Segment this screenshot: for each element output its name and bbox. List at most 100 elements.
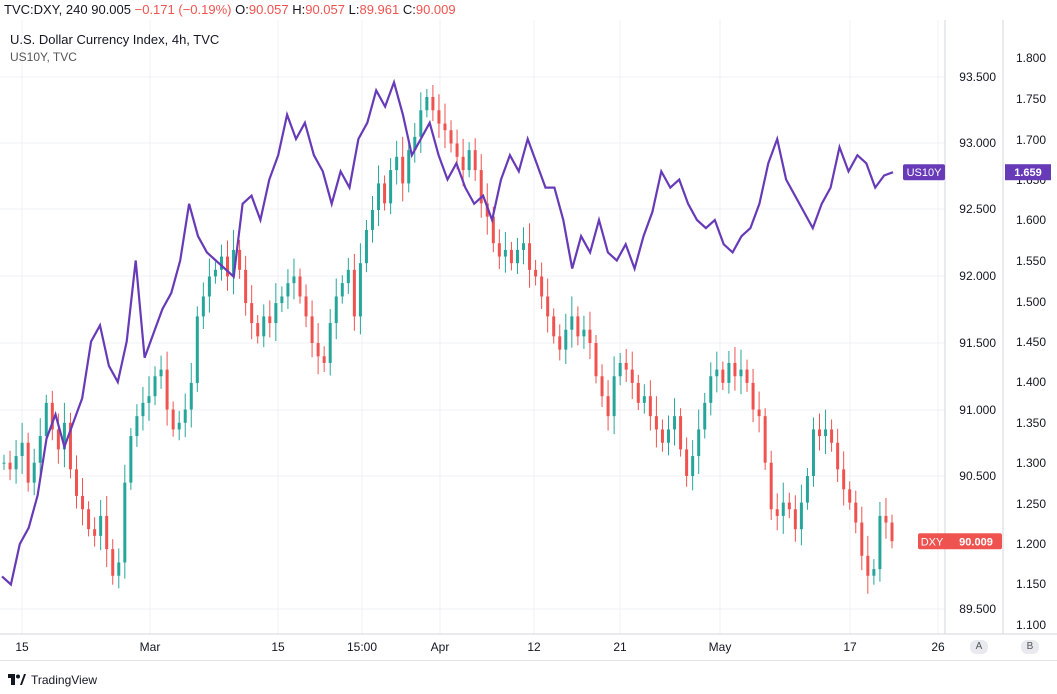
dxy-candle-body xyxy=(636,382,640,403)
interval-label[interactable]: 240 xyxy=(65,2,88,17)
us10y-axis-tick-label: 1.200 xyxy=(1016,537,1046,551)
dxy-candle-body xyxy=(250,303,254,324)
dxy-candle-body xyxy=(310,316,314,343)
dxy-axis-tick-label: 92.000 xyxy=(959,269,996,283)
dxy-candle-body xyxy=(93,529,97,536)
dxy-candle-body xyxy=(443,123,447,131)
dxy-candle xyxy=(141,386,145,431)
dxy-candle-body xyxy=(703,402,707,430)
dxy-candle-body xyxy=(878,515,882,570)
dxy-candle-body xyxy=(81,495,85,510)
dxy-candle-body xyxy=(407,150,411,184)
symbol-header: TVC:DXY, 240 90.005 −0.171 (−0.19%) O:90… xyxy=(4,2,456,17)
us10y-last-label: US10Y 1.659 xyxy=(903,164,1051,181)
dxy-candle-body xyxy=(721,369,725,383)
dxy-candle xyxy=(250,285,254,340)
dxy-candle-body xyxy=(68,422,72,470)
dxy-candle xyxy=(612,356,616,435)
dxy-candle-body xyxy=(491,216,495,244)
close-value: 90.009 xyxy=(415,2,456,17)
dxy-candle-body xyxy=(872,569,876,576)
dxy-candle xyxy=(654,396,658,448)
dxy-candle-body xyxy=(32,462,36,483)
dxy-candle xyxy=(618,352,622,386)
dxy-candle-body xyxy=(340,283,344,297)
auto-scale-button[interactable]: A xyxy=(970,640,988,654)
dxy-candle xyxy=(461,138,465,187)
dxy-candle xyxy=(522,227,526,265)
dxy-candle-body xyxy=(171,409,175,430)
dxy-candle-body xyxy=(455,143,459,157)
dxy-candle-body xyxy=(600,376,604,397)
dxy-candle xyxy=(147,376,151,421)
dxy-axis-tick-label: 89.500 xyxy=(959,602,996,616)
dxy-candle-body xyxy=(890,522,894,542)
dxy-candle-body xyxy=(588,329,592,343)
us10y-axis-tick-label: 1.300 xyxy=(1016,456,1046,470)
dxy-candle xyxy=(872,559,876,585)
dxy-candle xyxy=(697,409,701,475)
dxy-candle-body xyxy=(74,469,78,496)
dxy-candle xyxy=(691,440,695,491)
chart-legend-compare[interactable]: US10Y, TVC xyxy=(10,50,77,64)
dxy-candle-body xyxy=(660,429,664,443)
time-axis-tick-label: 26 xyxy=(931,640,945,654)
dxy-name-text: DXY xyxy=(921,536,944,548)
dxy-candle-body xyxy=(818,429,822,437)
dxy-candle xyxy=(26,432,30,492)
dxy-candle xyxy=(503,231,507,273)
dxy-candle-body xyxy=(654,416,658,430)
dxy-candle-body xyxy=(244,269,248,304)
dxy-candle xyxy=(219,244,223,281)
chart-svg[interactable]: 93.500 93.000 92.500 92.000 91.500 91.000 90.5… xyxy=(0,0,1057,660)
dxy-candle-body xyxy=(860,522,864,556)
dxy-candle xyxy=(62,402,66,468)
dxy-candle xyxy=(50,390,54,441)
dxy-candle-body xyxy=(105,515,109,550)
dxy-candle xyxy=(377,165,381,227)
symbol-name[interactable]: TVC:DXY xyxy=(4,2,59,17)
dxy-candle-body xyxy=(679,416,683,450)
dxy-axis-tick-label: 91.000 xyxy=(959,403,996,417)
dxy-candle xyxy=(636,374,640,411)
dxy-candle xyxy=(195,306,199,392)
dxy-candle xyxy=(244,255,248,316)
dxy-candle xyxy=(99,499,103,551)
grid-layer xyxy=(0,20,945,634)
dxy-candle-body xyxy=(582,329,586,337)
dxy-candle-body xyxy=(697,429,701,457)
brand[interactable]: TradingView xyxy=(8,673,97,687)
dxy-candle-body xyxy=(811,429,815,476)
dxy-candle xyxy=(129,428,133,490)
dxy-value-text: 90.009 xyxy=(959,536,993,548)
dxy-candle xyxy=(564,313,568,365)
dxy-candle-body xyxy=(606,396,610,417)
dxy-candle xyxy=(588,311,592,360)
us10y-value-text: 1.659 xyxy=(1014,167,1042,179)
dxy-candle xyxy=(509,241,513,271)
dxy-candle xyxy=(830,419,834,452)
dxy-candle xyxy=(93,517,97,547)
dxy-candle-body xyxy=(751,382,755,410)
dxy-candle xyxy=(769,450,773,521)
dxy-candle xyxy=(685,437,689,487)
dxy-candle-body xyxy=(691,456,695,476)
dxy-candle-body xyxy=(522,243,526,250)
dxy-candle-body xyxy=(56,429,60,450)
dxy-candle xyxy=(274,283,278,342)
dxy-candle xyxy=(443,103,447,149)
dxy-candle-body xyxy=(769,462,773,510)
dxy-candle-body xyxy=(370,210,374,230)
dxy-candle xyxy=(799,484,803,546)
chart-legend-title[interactable]: U.S. Dollar Currency Index, 4h, TVC xyxy=(10,32,220,47)
dxy-candle-body xyxy=(141,402,145,417)
dxy-candle xyxy=(383,175,387,211)
us10y-price-axis: 1.8001.7501.7001.6501.6001.5501.5001.450… xyxy=(1016,51,1046,632)
dxy-candle xyxy=(38,418,42,479)
dxy-candle-body xyxy=(509,249,513,264)
dxy-candle xyxy=(467,142,471,178)
us10y-axis-tick-label: 1.400 xyxy=(1016,375,1046,389)
dxy-candle xyxy=(715,351,719,393)
scale-b-button[interactable]: B xyxy=(1021,640,1039,654)
